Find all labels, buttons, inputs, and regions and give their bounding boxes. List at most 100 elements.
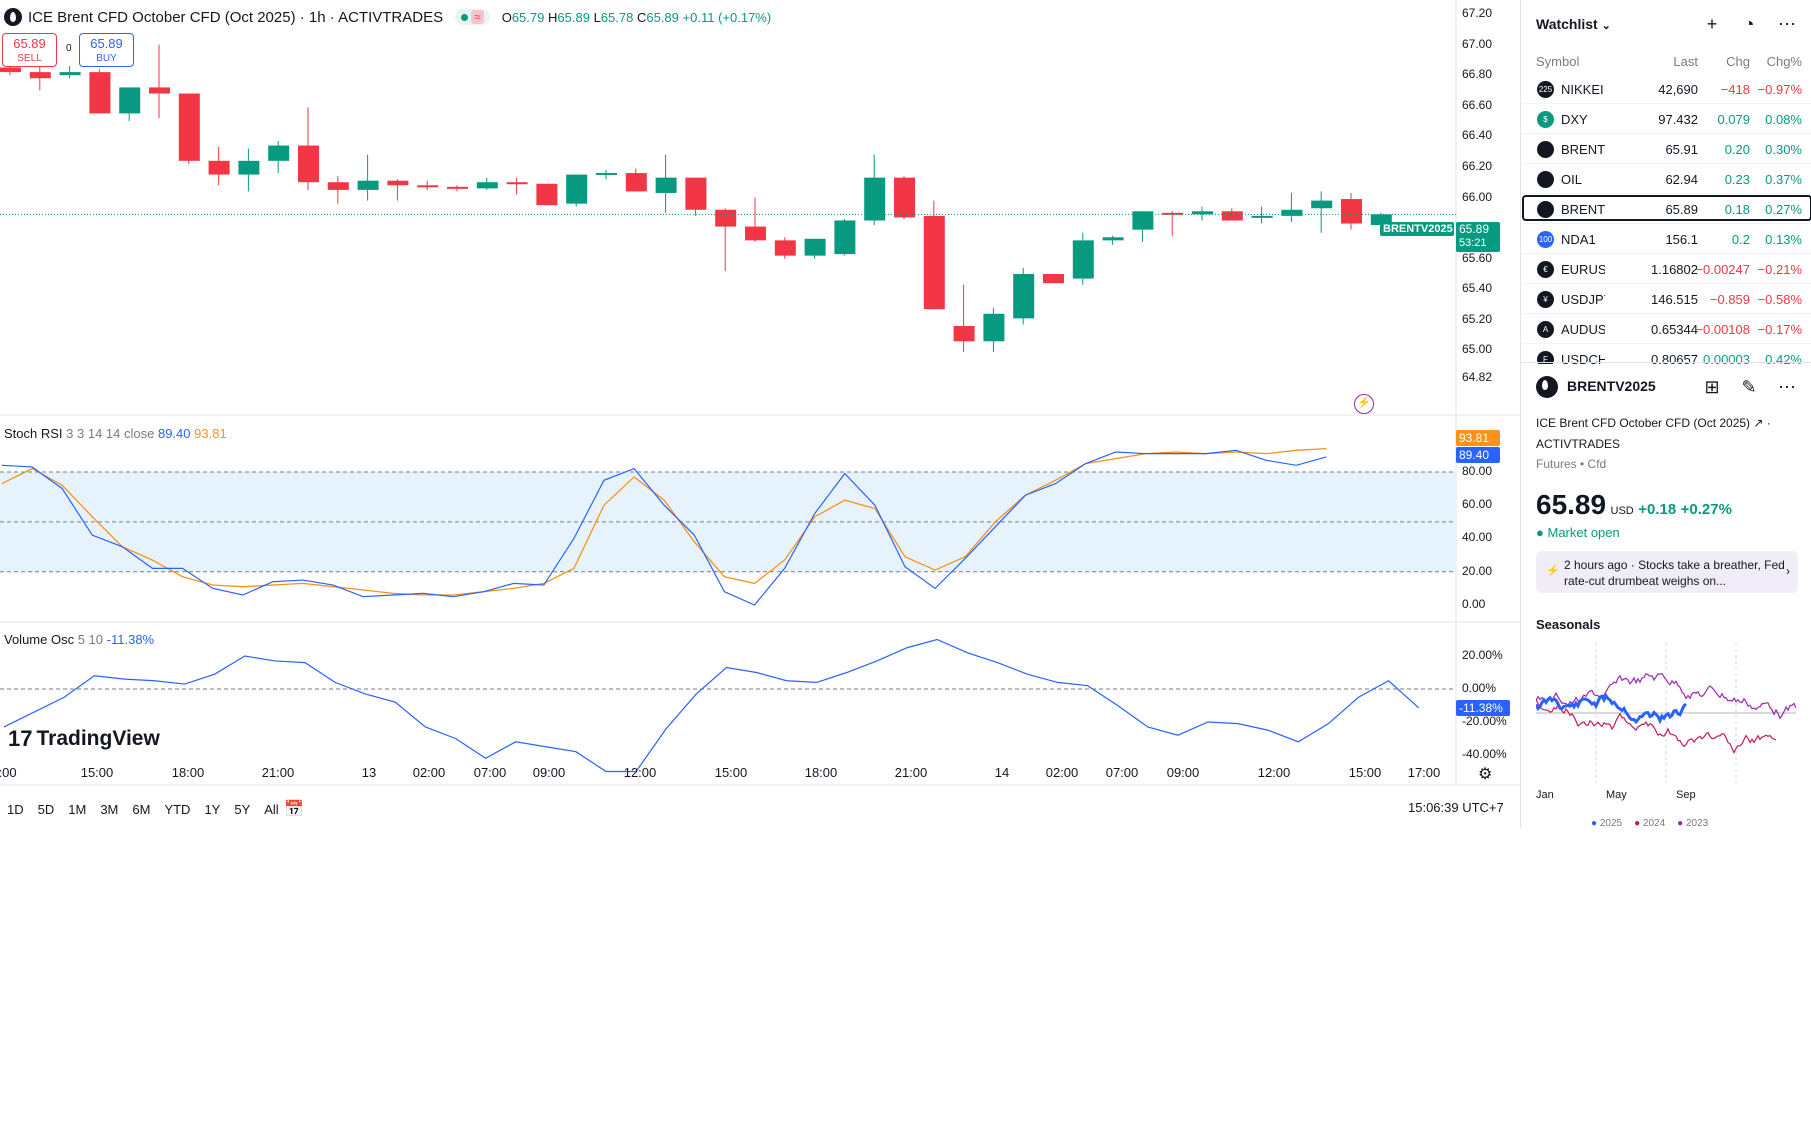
- watchlist-row[interactable]: € EURUSD 1.16802−0.00247 −0.21%: [1521, 254, 1811, 284]
- more-options-icon[interactable]: ⋯: [1778, 13, 1796, 34]
- settings-gear-icon[interactable]: ⚙: [1478, 766, 1493, 783]
- last-price-tag: 65.89 53:21: [1456, 222, 1500, 252]
- vol-tick-label: 20.00%: [1462, 648, 1503, 662]
- symbol-icon: F: [1537, 351, 1554, 364]
- watchlist-row[interactable]: 225 NIKKEI 42,690 −418 −0.97%: [1521, 74, 1811, 104]
- seasonal-legend-item[interactable]: ● 2023: [1677, 818, 1709, 828]
- stoch-rsi-axis[interactable]: 80.00 60.00 40.00 20.00 0.00: [1456, 0, 1520, 620]
- candle-body: [387, 180, 409, 186]
- price-axis[interactable]: 67.2067.0066.8066.6066.4066.2066.0065.80…: [1456, 0, 1520, 415]
- chart-area[interactable]: ICE Brent CFD October CFD (Oct 2025) · 1…: [0, 0, 1520, 828]
- symbol-icon: [1537, 141, 1554, 158]
- buy-button[interactable]: 65.89 BUY: [79, 33, 134, 67]
- range-button-5y[interactable]: 5Y: [234, 801, 251, 817]
- market-status-pill[interactable]: ≈: [455, 9, 490, 25]
- volume-osc-axis[interactable]: 20.00% 0.00% -20.00% -40.00%: [1456, 0, 1520, 770]
- symbol-icon: 100: [1537, 231, 1554, 248]
- details-symbol[interactable]: BRENTV2025: [1567, 378, 1656, 394]
- symbol-icon: A: [1537, 321, 1554, 338]
- range-button-1m[interactable]: 1M: [68, 801, 87, 817]
- candle-body: [1221, 211, 1243, 221]
- external-link-icon[interactable]: ↗: [1753, 416, 1764, 430]
- symbol-icon: [1537, 201, 1554, 218]
- last-price: 156.1: [1665, 232, 1698, 247]
- symbol-icon: ¥: [1537, 291, 1554, 308]
- edit-note-icon[interactable]: ✎: [1741, 376, 1757, 397]
- sell-button[interactable]: 65.89 SELL: [2, 33, 57, 67]
- candle-body: [1072, 240, 1094, 279]
- news-card[interactable]: ⚡ 2 hours ago · Stocks take a breather, …: [1536, 551, 1798, 593]
- time-tick-label: 15:00: [714, 765, 748, 780]
- candle-body: [655, 177, 677, 193]
- symbol-title-bar: ICE Brent CFD October CFD (Oct 2025) · 1…: [4, 8, 771, 26]
- watchlist-row[interactable]: OIL 62.94 0.23 0.37%: [1521, 164, 1811, 194]
- change-percent: −0.97%: [1757, 82, 1802, 97]
- range-button-1d[interactable]: 1D: [7, 801, 24, 817]
- range-button-all[interactable]: All: [264, 801, 279, 817]
- range-button-3m[interactable]: 3M: [100, 801, 119, 817]
- seasonals-title[interactable]: Seasonals: [1536, 617, 1601, 632]
- clock[interactable]: 15:06:39 UTC+7: [1408, 800, 1504, 815]
- last-price: 65.89: [1665, 202, 1698, 217]
- watchlist-selected-row[interactable]: [1522, 195, 1811, 221]
- watchlist-row[interactable]: ¥ USDJPY 146.515 −0.859 −0.58%: [1521, 284, 1811, 314]
- candle-body: [1162, 212, 1184, 215]
- candle-body: [983, 313, 1005, 342]
- last-price: 146.515: [1651, 292, 1698, 307]
- watchlist-row[interactable]: 100 NDA1 156.1 0.2 0.13%: [1521, 224, 1811, 254]
- calendar-icon[interactable]: 📅: [284, 801, 304, 818]
- stoch-rsi-title[interactable]: Stoch RSI 3 3 14 14 close 89.40 93.81: [4, 426, 227, 441]
- candle-body: [447, 186, 468, 189]
- candle-body: [1311, 200, 1333, 209]
- ohlc-values: O65.79 H65.89 L65.78 C65.89 +0.11 (+0.17…: [501, 9, 772, 25]
- watchlist-row[interactable]: BRENTC 65.91 0.20 0.30%: [1521, 134, 1811, 164]
- tradingview-logo[interactable]: 17 TradingView: [8, 726, 160, 751]
- last-price: 97.432: [1658, 112, 1698, 127]
- details-symbol-logo-icon: [1536, 376, 1558, 398]
- seasonal-x-label: Jan: [1536, 789, 1554, 801]
- price-tick-label: 66.40: [1462, 128, 1493, 143]
- candle-body: [89, 72, 111, 114]
- change: −0.859: [1709, 292, 1750, 307]
- advanced-view-icon[interactable]: ◔: [1743, 13, 1755, 34]
- range-button-6m[interactable]: 6M: [132, 801, 151, 817]
- seasonal-legend-item[interactable]: ● 2025: [1591, 818, 1623, 828]
- price-tick-label: 64.82: [1462, 370, 1493, 384]
- chevron-down-icon: ⌄: [1601, 20, 1611, 32]
- stoch-tick-label: 40.00: [1462, 530, 1493, 545]
- change: 0.18: [1724, 202, 1750, 217]
- symbol-title[interactable]: ICE Brent CFD October CFD (Oct 2025) · 1…: [28, 8, 444, 26]
- change-percent: 0.37%: [1765, 172, 1802, 187]
- range-button-1y[interactable]: 1Y: [204, 801, 221, 817]
- details-price-row: 65.89 USD +0.18 +0.27%: [1536, 489, 1732, 520]
- change-percent: −0.17%: [1757, 322, 1802, 337]
- watchlist-row[interactable]: BRENT 65.89 0.18 0.27%: [1521, 194, 1811, 224]
- range-button-5d[interactable]: 5D: [37, 801, 55, 817]
- layout-grid-icon[interactable]: ⊞: [1704, 376, 1720, 397]
- seasonal-legend-item[interactable]: ● 2024: [1634, 818, 1666, 828]
- alert-bolt-icon[interactable]: ⚡: [1354, 394, 1374, 414]
- time-tick-label: 13: [361, 765, 377, 780]
- change: 0.079: [1717, 112, 1750, 127]
- volume-osc-title[interactable]: Volume Osc 5 10 -11.38%: [4, 632, 155, 647]
- wave-icon: ≈: [471, 10, 484, 24]
- range-button-ytd[interactable]: YTD: [164, 801, 191, 817]
- change: −418: [1720, 82, 1750, 97]
- watchlist-row[interactable]: A AUDUSD 0.65344−0.00108 −0.17%: [1521, 314, 1811, 344]
- details-more-icon[interactable]: ⋯: [1778, 376, 1796, 397]
- details-category: Futures • Cfd: [1536, 457, 1607, 471]
- details-name[interactable]: ICE Brent CFD October CFD (Oct 2025) ↗ ·…: [1536, 416, 1771, 451]
- add-symbol-icon[interactable]: +: [1706, 13, 1718, 34]
- symbol-name: EURUSD: [1561, 262, 1605, 277]
- candle-body: [357, 180, 379, 190]
- watchlist-title[interactable]: Watchlist ⌄: [1536, 16, 1611, 32]
- candle-body: [1132, 211, 1154, 230]
- last-price: 42,690: [1658, 82, 1698, 97]
- watchlist-row[interactable]: $ DXY 97.432 0.079 0.08%: [1521, 104, 1811, 134]
- candle-body: [1013, 274, 1035, 319]
- stoch-k-tag: 89.40: [1456, 447, 1500, 463]
- seasonals-chart[interactable]: [1536, 643, 1796, 783]
- price-chart[interactable]: [0, 0, 1520, 828]
- watchlist-row[interactable]: F USDCHF 0.80657 0.00003 0.42%: [1521, 344, 1811, 364]
- time-axis[interactable]: 2:00 15:00 18:00 21:00 13 02:00 07:00 09:00 12:0…: [0, 765, 1456, 785]
